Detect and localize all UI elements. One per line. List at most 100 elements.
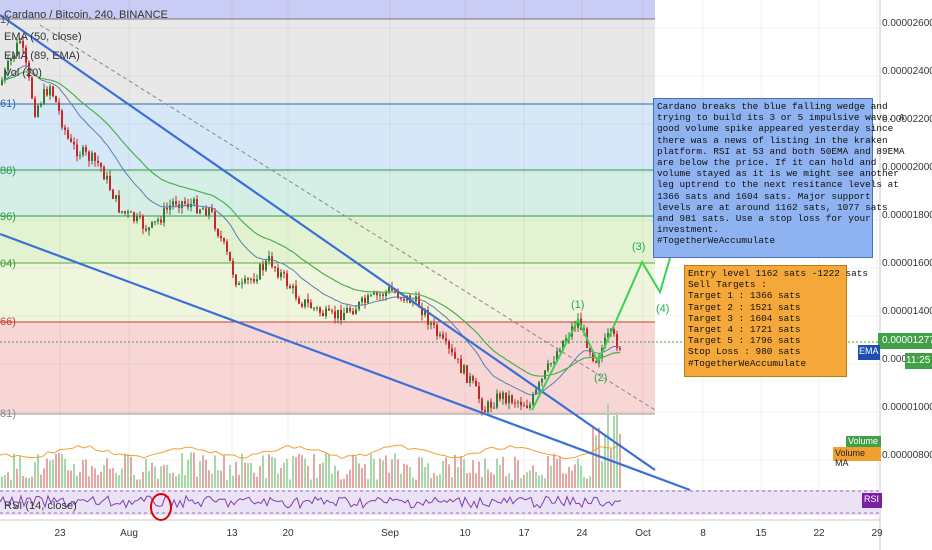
candle-body (148, 227, 150, 231)
candle-body (325, 308, 327, 317)
candle-body (439, 334, 441, 337)
candle-body (520, 401, 522, 406)
candle-body (220, 235, 222, 239)
candle-body (46, 89, 48, 96)
candle-body (619, 348, 621, 350)
volume-bar (520, 478, 522, 488)
rsi-tag: RSI (862, 493, 882, 508)
volume-bar (136, 479, 138, 488)
volume-bar (349, 469, 351, 488)
candle-body (34, 98, 36, 117)
fib-label: 04) (0, 258, 16, 270)
volume-legend[interactable]: Vol (20) (4, 67, 42, 79)
volume-bar (478, 461, 480, 488)
candle-body (226, 241, 228, 252)
volume-bar (472, 460, 474, 488)
candle-body (472, 376, 474, 381)
candle-body (364, 297, 366, 303)
candle-body (55, 96, 57, 103)
candle-body (253, 278, 255, 282)
candle-body (277, 267, 279, 278)
candle-body (562, 340, 564, 351)
volume-bar (226, 479, 228, 488)
volume-bar (205, 459, 207, 488)
candle-body (445, 338, 447, 342)
candle-body (382, 294, 384, 296)
ema89-legend[interactable]: EMA (89, EMA) (4, 50, 80, 62)
candle-body (13, 55, 15, 60)
volume-bar (556, 458, 558, 488)
volume-bar (1, 476, 3, 488)
volume-bar (229, 464, 231, 488)
volume-bar (238, 474, 240, 488)
ema50-legend[interactable]: EMA (50, close) (4, 31, 82, 43)
volume-bar (31, 476, 33, 488)
candle-body (514, 402, 516, 404)
analysis-note[interactable]: Cardano breaks the blue falling wedge an… (653, 98, 905, 258)
volume-bar (394, 453, 396, 488)
volume-bar (415, 479, 417, 488)
volume-bar (334, 465, 336, 488)
volume-bar (469, 472, 471, 488)
candle-body (313, 307, 315, 309)
candle-body (331, 310, 333, 312)
volume-bar (223, 454, 225, 488)
targets-note[interactable]: Entry level 1162 sats -1222 sats Sell Ta… (684, 265, 868, 377)
candle-body (274, 266, 276, 268)
candle-body (604, 337, 606, 348)
volume-bar (385, 455, 387, 488)
candle-body (346, 307, 348, 313)
volume-bar (118, 475, 120, 488)
volume-bar (289, 479, 291, 488)
candle-body (145, 228, 147, 231)
volume-bar (52, 459, 54, 488)
ema89-line (1, 71, 621, 377)
candle-body (49, 86, 51, 96)
candle-body (175, 201, 177, 205)
volume-bar (580, 465, 582, 488)
candle-body (484, 410, 486, 413)
volume-bar (370, 453, 372, 488)
volume-bar (577, 458, 579, 488)
candle-body (499, 393, 501, 400)
volume-tag: Volume (846, 436, 881, 448)
candle-body (400, 297, 402, 299)
volume-bar (91, 465, 93, 488)
volume-bar (430, 478, 432, 488)
candle-body (403, 298, 405, 301)
candle-body (223, 238, 225, 242)
volume-bar (382, 460, 384, 488)
volume-bar (73, 464, 75, 488)
y-tick: 0.00001600 (882, 258, 932, 269)
volume-bar (436, 475, 438, 488)
volume-bar (199, 461, 201, 488)
wave-label-2: (2) (594, 372, 608, 384)
candle-body (292, 285, 294, 289)
candle-body (298, 298, 300, 304)
candle-body (481, 398, 483, 411)
volume-bar (421, 457, 423, 488)
candle-body (67, 129, 69, 139)
volume-bar (529, 470, 531, 488)
volume-bar (442, 460, 444, 488)
candle-body (388, 287, 390, 292)
rsi-legend[interactable]: RSI (14, close) (4, 500, 77, 512)
x-tick: 10 (459, 528, 471, 539)
candle-body (103, 166, 105, 180)
candle-body (286, 273, 288, 287)
volume-bar (397, 459, 399, 488)
candle-body (7, 61, 9, 71)
candle-body (85, 147, 87, 152)
volume-bar (367, 479, 369, 488)
candle-body (118, 195, 120, 213)
candle-body (334, 311, 336, 319)
candle-body (28, 62, 30, 78)
candle-body (475, 380, 477, 387)
fib-band (0, 322, 655, 414)
candle-body (271, 256, 273, 267)
volume-bar (268, 454, 270, 488)
volume-bar (28, 478, 30, 488)
candle-body (199, 209, 201, 214)
volume-bar (61, 453, 63, 488)
